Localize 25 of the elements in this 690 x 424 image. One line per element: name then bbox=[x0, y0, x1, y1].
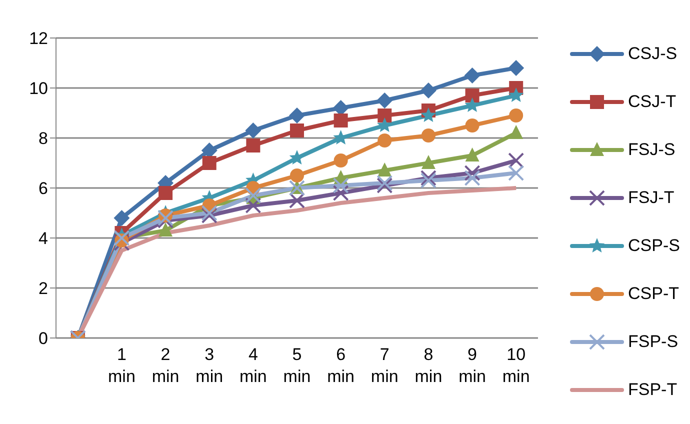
legend-label: CSP-T bbox=[628, 284, 679, 304]
y-tick-label: 6 bbox=[38, 179, 48, 198]
x-tick-label: 10 min bbox=[502, 345, 530, 386]
y-tick-label: 0 bbox=[38, 329, 48, 348]
x-tick-label: 9 min bbox=[458, 345, 486, 386]
x-tick-label: 5 min bbox=[283, 345, 311, 386]
y-tick-label: 8 bbox=[38, 129, 48, 148]
y-tick-label: 4 bbox=[38, 229, 48, 248]
x-tick-label: 6 min bbox=[327, 345, 355, 386]
legend-label: FSP-T bbox=[628, 380, 678, 400]
x-tick-label: 3 min bbox=[196, 345, 224, 386]
y-tick-label: 10 bbox=[29, 79, 48, 98]
y-tick-label: 2 bbox=[38, 279, 48, 298]
legend-label: FSJ-S bbox=[628, 140, 676, 160]
legend-label: FSJ-T bbox=[628, 188, 674, 208]
legend-label: CSJ-T bbox=[628, 92, 676, 112]
legend-label: CSP-S bbox=[628, 236, 680, 256]
x-tick-label: 7 min bbox=[370, 345, 398, 386]
x-tick-label: 2 min bbox=[152, 345, 180, 386]
x-tick-label: 1 min bbox=[108, 345, 136, 386]
x-tick-label: 8 min bbox=[414, 345, 442, 386]
legend-label: FSP-S bbox=[628, 332, 678, 352]
y-tick-label: 12 bbox=[29, 29, 48, 48]
legend-label: CSJ-S bbox=[628, 44, 678, 64]
x-tick-label: 4 min bbox=[239, 345, 267, 386]
